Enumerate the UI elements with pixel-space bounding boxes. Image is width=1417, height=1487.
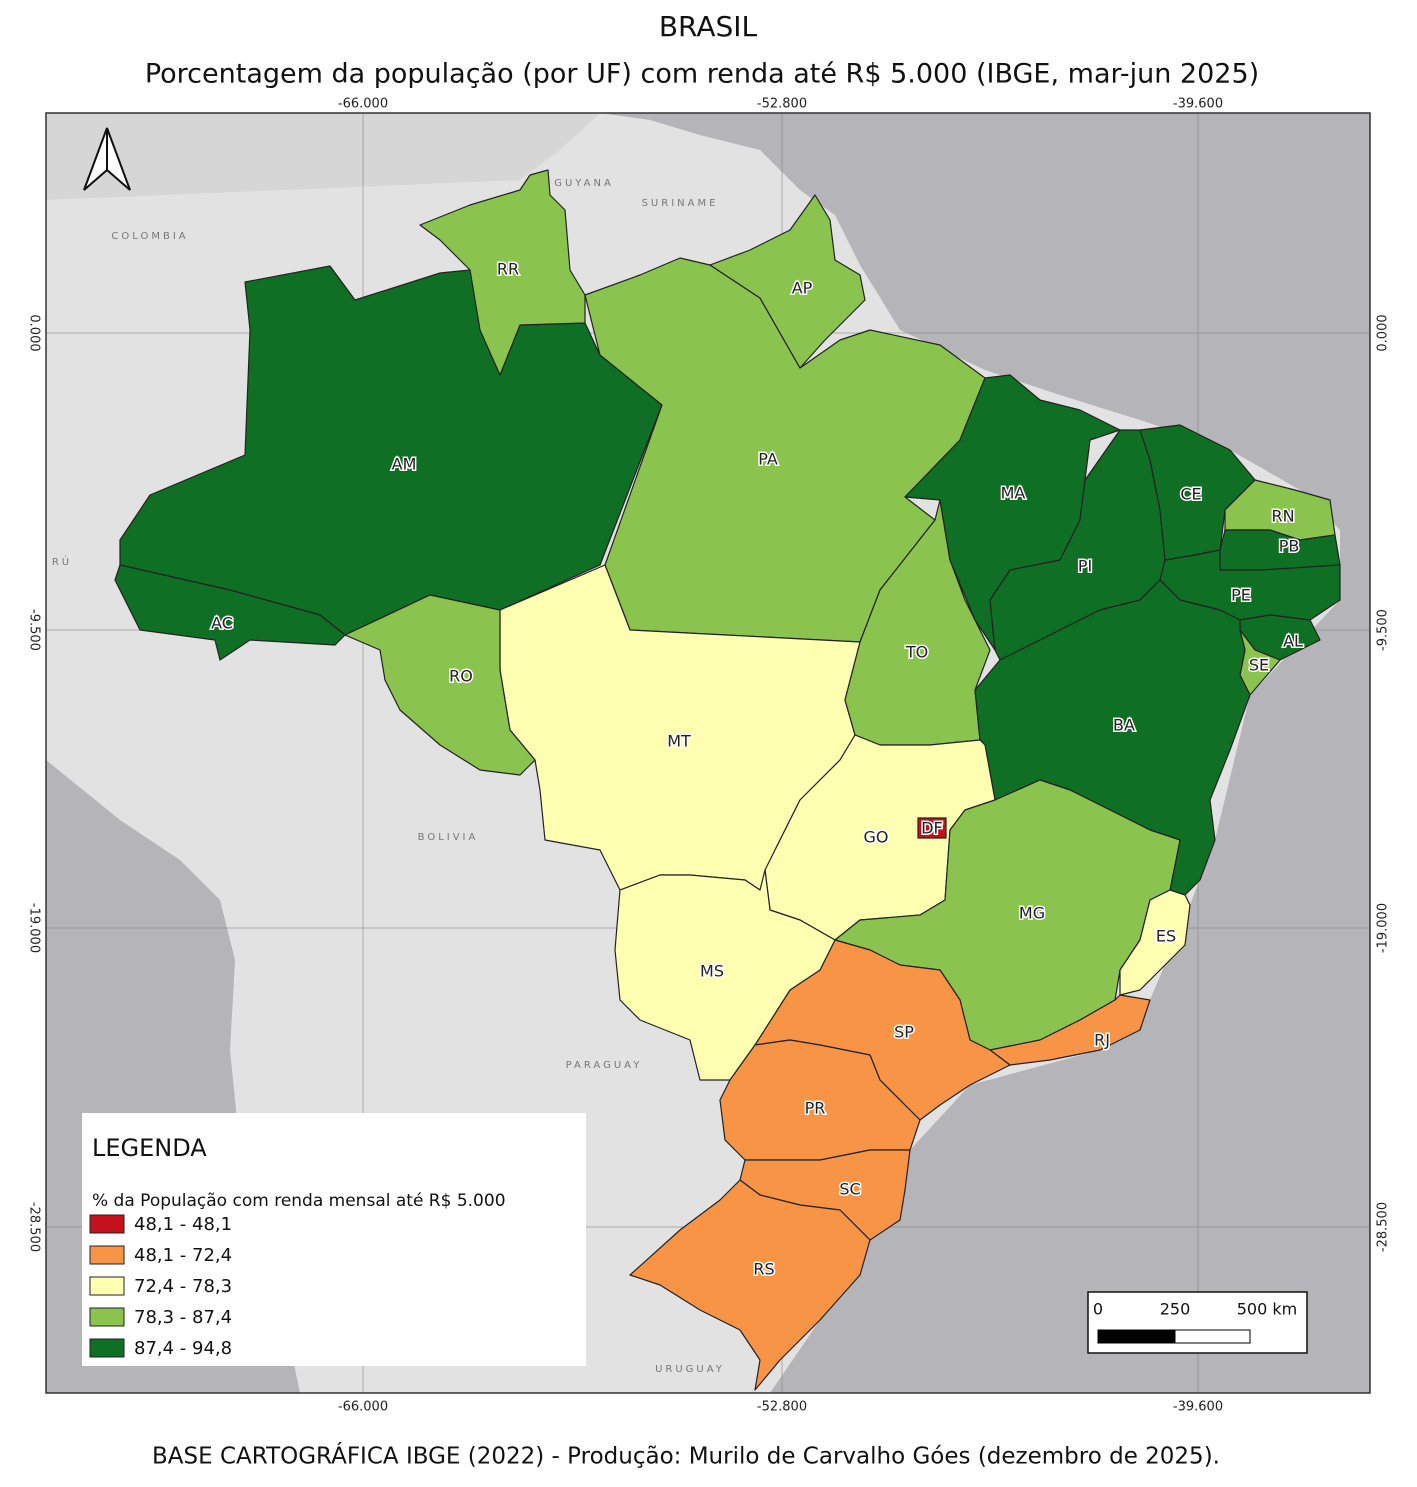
longitude-label: -52.800 [757,1400,807,1415]
legend-swatch [89,1307,125,1327]
legend-label: 48,1 - 72,4 [134,1245,232,1266]
latitude-label: -19.000 [1376,903,1391,953]
state-label: SC [839,1180,860,1199]
state [114,564,346,661]
latitude-label: 0.000 [1376,314,1391,351]
country-label: SURINAME [642,198,719,209]
latitude-label: -9.500 [1376,609,1391,651]
state-label: PR [805,1099,826,1118]
scale-label: 0 [1093,1300,1103,1319]
legend-label: 72,4 - 78,3 [134,1276,232,1297]
longitude-label: -66.000 [338,97,388,112]
state-label: RJ [1094,1031,1110,1050]
scale-segment [1174,1329,1251,1344]
state-label: DF [921,819,943,838]
coordinate-labels: -66.000 -52.800 -39.600 -66.000 -52.800 … [27,97,1391,1415]
state-label: AL [1283,632,1303,651]
state-label: MT [667,732,691,751]
state-label: PI [1078,557,1092,576]
state-label: CE [1180,485,1201,504]
state [1119,889,1191,996]
state-label: RO [449,667,473,686]
state-label: RS [753,1260,774,1279]
map-frame: AM AC RR PA AP MT RO TO MA PI CE RN PB PE AL SE BA GO DF MG… [46,113,1370,1393]
ocean [600,113,1370,1393]
state-label: AP [792,279,813,298]
state [119,265,663,636]
legend-label: 87,4 - 94,8 [134,1338,232,1359]
state-label: SE [1249,656,1269,675]
north-arrow [83,127,131,191]
longitude-label: -66.000 [338,1400,388,1415]
state-label: MS [700,962,724,981]
scale-bar: 0 250 500 km [1087,1291,1308,1354]
state-label: ES [1156,927,1176,946]
legend-label: 78,3 - 87,4 [134,1307,232,1328]
state-label: MG [1019,904,1045,923]
state-label: AC [211,614,233,633]
state-label: RN [1271,507,1294,526]
latitude-label: -9.500 [27,609,42,651]
state [344,594,536,776]
scale-segment [1097,1329,1176,1344]
legend-box [82,1113,586,1366]
legend-title: LEGENDA [92,1134,207,1162]
state-label: SP [894,1023,914,1042]
state-label: PA [758,450,778,469]
legend: LEGENDA % da População com renda mensal … [82,1113,586,1366]
title: BRASIL [659,10,758,43]
states: AM AC RR PA AP MT RO TO MA PI CE RN PB PE AL SE BA GO DF MG… [114,169,1341,1391]
state-label: PE [1231,586,1251,605]
subtitle: Porcentagem da população (por UF) com re… [145,59,1259,90]
state-label: MA [1001,484,1026,503]
state [904,374,1121,651]
country-label: PARAGUAY [566,1060,643,1071]
state-label: BA [1113,716,1135,735]
legend-swatch [89,1214,125,1234]
latitude-label: -28.500 [1376,1202,1391,1252]
state-label: GO [864,828,889,847]
frame-border [45,112,1371,1394]
ocean-coast [46,113,600,200]
state [629,1179,871,1391]
scale-label: 250 [1160,1300,1191,1319]
state [917,817,947,839]
longitude-label: -39.600 [1173,1400,1223,1415]
legend-swatch [89,1276,125,1296]
latitude-label: -19.000 [27,903,42,953]
country-label: RÚ [52,555,72,568]
legend-subtitle: % da População com renda mensal até R$ 5… [92,1191,506,1211]
scale-label: 500 km [1237,1300,1297,1319]
state [614,869,836,1081]
latitude-label: -28.500 [27,1202,42,1252]
legend-swatch [89,1245,125,1265]
state [709,194,866,369]
longitude-label: -39.600 [1173,97,1223,112]
latitude-label: 0.000 [27,314,42,351]
country-label: COLOMBIA [111,231,188,242]
country-labels: COLOMBIA GUYANA SURINAME RÚ BOLIVIA PARA… [52,178,725,1375]
state-label: AM [392,455,417,474]
state-label: PB [1279,537,1300,556]
country-label: URUGUAY [655,1364,725,1375]
legend-swatch [89,1338,125,1358]
north-arrow-right [106,127,131,191]
state-label: RR [497,260,519,279]
country-label: BOLIVIA [418,832,479,843]
country-label: GUYANA [554,178,614,189]
footer: BASE CARTOGRÁFICA IBGE (2022) - Produção… [152,1442,1220,1470]
state [419,169,586,376]
longitude-label: -52.800 [757,97,807,112]
legend-label: 48,1 - 48,1 [134,1214,232,1235]
state-label: TO [905,643,928,662]
